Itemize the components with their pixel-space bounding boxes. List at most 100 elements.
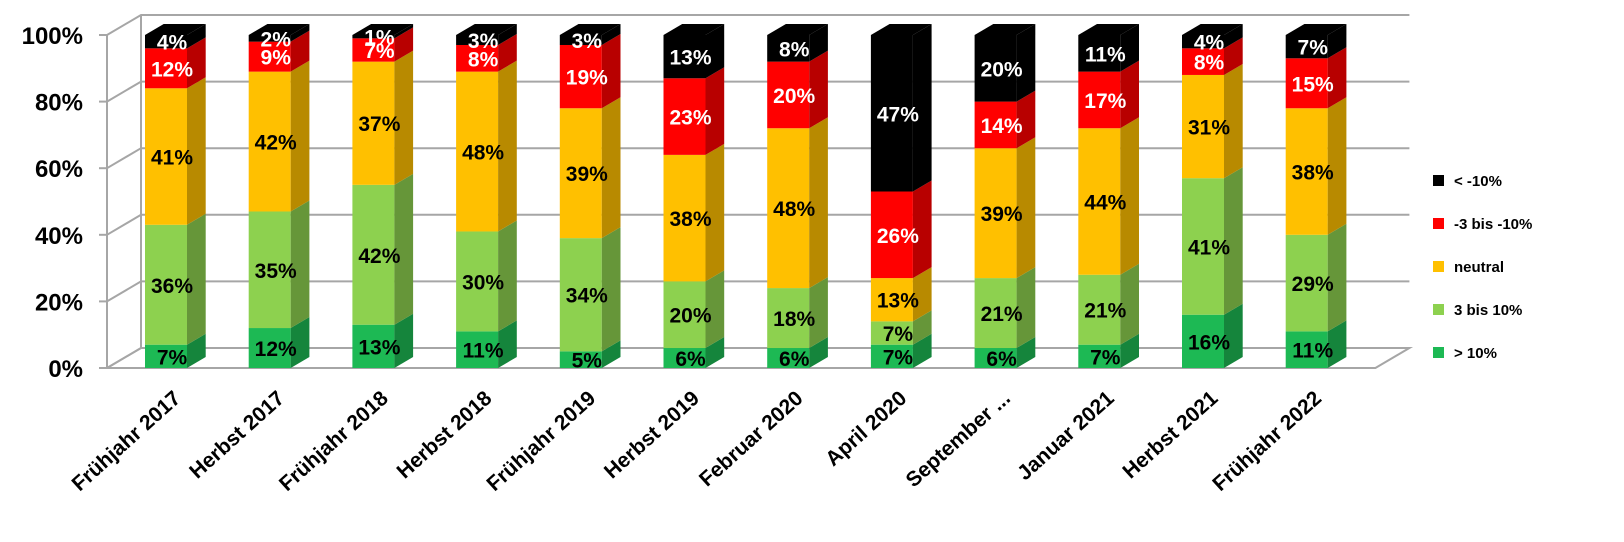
- x-tick-label: September ...: [902, 387, 1015, 492]
- bar-front: [145, 224, 187, 345]
- bar-segment: [559, 227, 621, 352]
- bar-side: [1327, 223, 1347, 332]
- bar-stack: [456, 24, 517, 368]
- bar-stack: [145, 24, 206, 368]
- data-label: 20%: [981, 58, 1023, 81]
- bar-side: [290, 24, 310, 42]
- bar-side: [809, 337, 828, 368]
- bar-side: [1327, 97, 1347, 235]
- x-tick-label: Herbst 2018: [393, 386, 497, 483]
- bar-front: [352, 38, 395, 62]
- bar-front: [559, 238, 602, 352]
- data-label: 35%: [255, 260, 297, 283]
- legend: < -10% -3 bis -10% neutral 3 bis 10% > 10%: [1433, 173, 1532, 362]
- data-label: 4%: [157, 32, 188, 55]
- data-label: 36%: [151, 275, 193, 298]
- bar-side: [290, 30, 310, 72]
- data-label: 41%: [151, 147, 193, 170]
- bar-side: [601, 340, 621, 368]
- bar-front: [1182, 178, 1224, 315]
- bar-segment: [352, 173, 414, 325]
- bar-side: [187, 213, 206, 345]
- bar-side: [1120, 117, 1139, 275]
- data-label: 47%: [877, 103, 919, 126]
- bar-side: [912, 24, 932, 192]
- bar-front: [248, 211, 291, 329]
- bar-segment: [1182, 303, 1243, 368]
- bar-front: [1078, 344, 1121, 368]
- bar-front: [767, 35, 810, 62]
- bar-side: [809, 277, 828, 349]
- data-label: 14%: [981, 115, 1023, 138]
- bar-segment: [663, 143, 725, 282]
- bar-front: [248, 35, 291, 42]
- bar-side: [809, 117, 828, 289]
- bar-side: [290, 200, 310, 329]
- bar-segment: [145, 77, 206, 225]
- bar-segment: [1078, 60, 1139, 129]
- bar-front: [456, 331, 499, 368]
- bar-segment: [559, 33, 621, 109]
- y-tick-label: 0%: [48, 356, 83, 383]
- data-label: 13%: [669, 47, 711, 70]
- bar-segment: [870, 24, 932, 192]
- bar-front: [767, 61, 810, 129]
- data-label: 15%: [1292, 73, 1334, 96]
- legend-label: -3 bis -10%: [1454, 216, 1532, 233]
- bar-side: [809, 50, 828, 129]
- bar-segment: [248, 60, 310, 212]
- bar-front: [559, 108, 602, 239]
- legend-label: neutral: [1454, 259, 1504, 276]
- bar-segment: [767, 337, 828, 368]
- bar-front: [974, 148, 1017, 279]
- bar-segment: [1285, 47, 1347, 109]
- x-tick-label: Frühjahr 2018: [275, 386, 393, 495]
- legend-swatch: [1433, 304, 1444, 315]
- x-tick-label: Januar 2021: [1013, 386, 1119, 485]
- data-label: 6%: [675, 348, 706, 371]
- bar-segment: [352, 313, 414, 368]
- data-label: 26%: [877, 225, 919, 248]
- data-label: 12%: [151, 58, 193, 81]
- data-label: 9%: [261, 47, 292, 70]
- bar-front: [352, 61, 395, 185]
- bar-segment: [974, 24, 1036, 102]
- data-label: 39%: [566, 163, 608, 186]
- y-tick-label: 20%: [35, 289, 83, 316]
- x-tick-label: Herbst 2021: [1118, 386, 1222, 483]
- bar-segment: [1078, 263, 1139, 345]
- bar-front: [456, 231, 499, 332]
- bar-front: [663, 348, 706, 368]
- data-label: 31%: [1188, 117, 1230, 140]
- legend-item: < -10%: [1433, 173, 1502, 190]
- data-label: 8%: [468, 48, 499, 71]
- bar-front: [559, 351, 602, 368]
- bar-side: [1327, 320, 1347, 368]
- bar-side: [290, 317, 310, 368]
- data-labels: 7%36%41%12%4%12%35%42%9%2%13%42%37%7%1%1…: [151, 27, 1334, 373]
- legend-item: -3 bis -10%: [1433, 216, 1532, 233]
- bar-side: [1327, 47, 1347, 109]
- bar-segment: [767, 50, 828, 129]
- bar-top: [145, 24, 206, 35]
- bar-side: [912, 267, 932, 322]
- legend-item: 3 bis 10%: [1433, 302, 1522, 319]
- bar-stack: [974, 24, 1036, 368]
- bar-side: [705, 67, 725, 155]
- data-label: 7%: [157, 346, 188, 369]
- bar-front: [663, 78, 706, 155]
- y-tick-label: 40%: [35, 223, 83, 250]
- bar-front: [974, 348, 1017, 368]
- bar-segment: [145, 24, 206, 49]
- bar-side: [1224, 167, 1243, 315]
- legend-swatch: [1433, 261, 1444, 272]
- bar-front: [1182, 48, 1224, 75]
- bar-stack: [767, 24, 828, 368]
- bar-front: [1078, 274, 1121, 345]
- bar-segment: [456, 320, 517, 368]
- bar-side: [1120, 263, 1139, 345]
- bar-front: [767, 128, 810, 289]
- data-label: 7%: [883, 346, 914, 369]
